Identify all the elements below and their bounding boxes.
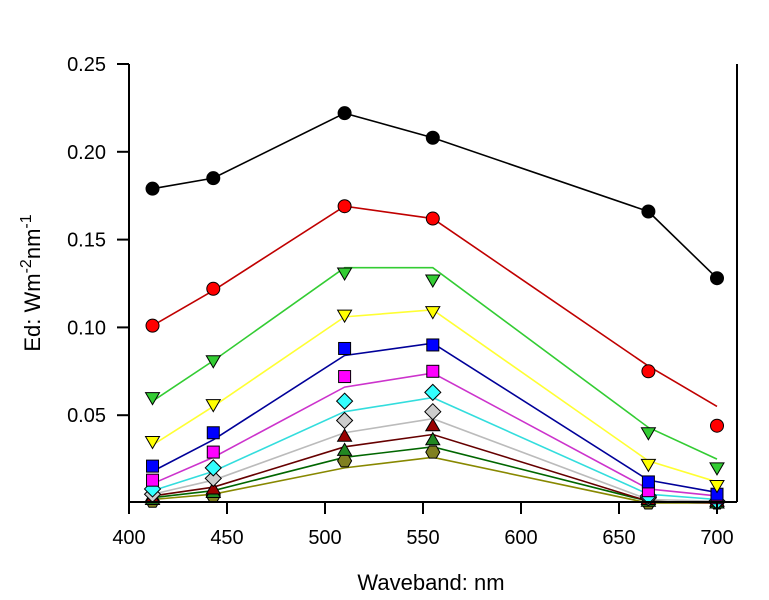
series-2-point xyxy=(206,281,221,296)
series-3-point xyxy=(424,274,441,288)
series-5-point xyxy=(641,475,655,489)
series-3-point xyxy=(205,355,222,369)
x-tick-label: 500 xyxy=(308,527,341,549)
series-7-point xyxy=(204,459,222,477)
series-2-point xyxy=(710,418,724,433)
x-tick-label: 650 xyxy=(602,527,635,549)
y-axis-title-superscript: -2 xyxy=(18,259,35,273)
series-11-point xyxy=(425,445,441,459)
series-7-point xyxy=(424,383,442,402)
x-tick-label: 600 xyxy=(504,527,537,549)
y-axis-title-part: Ed: Wm xyxy=(20,273,45,351)
series-2-point xyxy=(337,199,352,214)
series-4-point xyxy=(336,309,353,324)
series-2-point xyxy=(145,318,160,333)
series-6-point xyxy=(426,364,440,378)
series-10-point xyxy=(424,431,441,446)
series-1-point xyxy=(425,130,440,145)
series-2-line xyxy=(152,205,718,408)
series-9-point xyxy=(336,428,353,442)
series-1-point xyxy=(206,171,221,186)
x-tick-label: 550 xyxy=(406,527,439,549)
series-7-point xyxy=(335,392,354,410)
series-8-line xyxy=(152,417,718,503)
series-5-point xyxy=(338,341,352,355)
series-8-point xyxy=(335,411,354,430)
series-6-line xyxy=(152,372,718,497)
axes xyxy=(128,64,738,503)
series-6-point xyxy=(146,473,160,487)
series-5-point xyxy=(206,426,220,440)
series-9-point xyxy=(424,417,441,432)
series-2-point xyxy=(641,364,656,379)
x-tick-label: 400 xyxy=(112,527,145,549)
x-tick-label: 700 xyxy=(700,527,733,549)
y-tick-label: 0.10 xyxy=(67,317,106,339)
y-ticks: 0.05 0.10 0.15 0.20 0.25 xyxy=(67,54,129,427)
plot-markers xyxy=(143,106,726,510)
series-8-point xyxy=(204,469,222,488)
y-axis-title-part: nm xyxy=(20,229,45,260)
y-tick-label: 0.05 xyxy=(67,405,106,427)
series-1-line xyxy=(152,112,718,279)
x-axis-title: Waveband: nm xyxy=(357,570,504,595)
series-1-point xyxy=(641,204,656,219)
y-tick-label: 0.20 xyxy=(67,142,106,164)
series-4-point xyxy=(424,306,441,320)
series-5-line xyxy=(152,342,718,494)
series-8-point xyxy=(424,402,442,421)
series-9-point xyxy=(205,480,222,495)
series-3-point xyxy=(144,392,161,406)
y-tick-label: 0.25 xyxy=(67,54,106,76)
series-4-point xyxy=(144,436,161,450)
series-6-point xyxy=(338,370,352,384)
y-axis-title-superscript: -1 xyxy=(18,214,35,228)
series-1-point xyxy=(710,271,724,286)
series-10-point xyxy=(336,442,353,456)
series-1-point xyxy=(145,181,160,196)
series-4-point xyxy=(640,458,657,473)
series-3-point xyxy=(640,427,657,441)
plot-lines xyxy=(152,112,718,504)
series-4-point xyxy=(205,399,222,413)
series-5-point xyxy=(146,459,160,473)
series-3-line xyxy=(152,266,718,460)
series-1-point xyxy=(337,106,352,121)
series-4-point xyxy=(709,479,725,494)
series-4-line xyxy=(152,309,718,483)
series-3-point xyxy=(336,267,353,281)
series-7-line xyxy=(152,396,718,501)
series-6-point xyxy=(206,445,220,459)
series-5-point xyxy=(426,338,440,352)
series-3-point xyxy=(709,462,725,476)
x-tick-label: 450 xyxy=(210,527,243,549)
series-2-point xyxy=(425,211,440,226)
y-axis-title: Ed: Wm-2nm-1 xyxy=(18,214,45,351)
series-11-point xyxy=(337,454,353,468)
y-tick-label: 0.15 xyxy=(67,230,106,252)
x-ticks: 400 450 500 550 600 650 700 xyxy=(112,502,734,549)
